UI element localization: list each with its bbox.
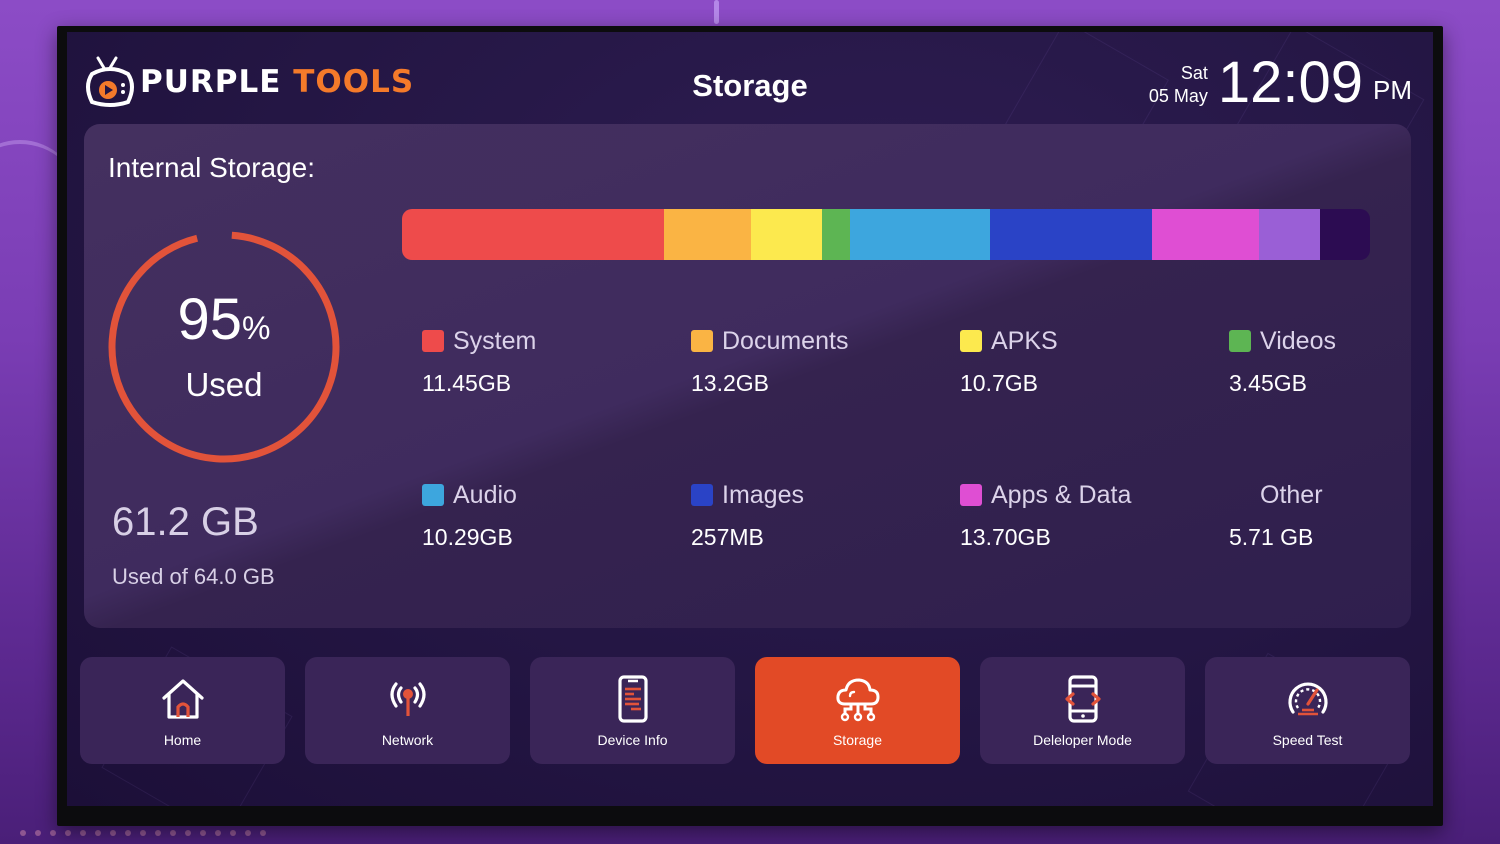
bar-segment-videos [822, 209, 850, 260]
clock-time: 12:09 [1217, 50, 1363, 115]
legend-label: Images [722, 480, 804, 509]
antenna-icon [389, 681, 426, 716]
legend-swatch [1229, 330, 1251, 352]
bar-segment-audio [850, 209, 990, 260]
nav-label: Device Info [597, 731, 668, 748]
bar-segment-apks [751, 209, 822, 260]
usage-ring [108, 231, 340, 463]
nav-label: Deleloper Mode [1033, 731, 1132, 748]
legend-label: System [453, 326, 537, 355]
usage-percent: 95% [177, 287, 271, 352]
phone-code-icon [1064, 674, 1101, 723]
legend-value: 3.45GB [1229, 370, 1307, 396]
background-dots [20, 830, 266, 836]
nav-label: Home [163, 731, 202, 748]
bar-segment-apps-data [1152, 209, 1259, 260]
legend-item-system: System 11.45GB [422, 324, 682, 397]
app-name: PURPLE TOOLS [140, 64, 414, 100]
bar-segment-documents [664, 209, 751, 260]
bottom-nav: Home Network Device Info [80, 657, 1410, 764]
nav-network-button[interactable]: Network [305, 657, 510, 764]
legend-label: Other [1260, 480, 1323, 509]
legend-value: 5.71 GB [1229, 524, 1314, 550]
nav-label: Storage [832, 731, 883, 748]
bar-segment-free [1320, 209, 1370, 260]
phone-info-icon [617, 674, 648, 723]
speedometer-icon [1287, 681, 1328, 715]
legend-value: 10.7GB [960, 370, 1038, 396]
legend-item-apps-data: Apps & Data 13.70GB [960, 478, 1220, 551]
clock-date: Sat 05 May [1149, 62, 1208, 108]
legend-swatch [960, 484, 982, 506]
legend-swatch [691, 330, 713, 352]
legend-item-audio: Audio 10.29GB [422, 478, 682, 551]
legend-item-other: Other 5.71 GB [1229, 478, 1411, 551]
legend-value: 257MB [691, 524, 764, 550]
bar-segment-system [402, 209, 664, 260]
clock: Sat 05 May 12:09 PM [1149, 52, 1412, 114]
page-title: Storage [692, 68, 808, 103]
legend-value: 13.2GB [691, 370, 769, 396]
legend-swatch [691, 484, 713, 506]
background-decoration [714, 0, 719, 24]
nav-speed-test-button[interactable]: Speed Test [1205, 657, 1410, 764]
legend-label: Videos [1260, 326, 1336, 355]
legend-item-images: Images 257MB [691, 478, 951, 551]
legend-label: Audio [453, 480, 517, 509]
clock-ampm: PM [1373, 75, 1412, 105]
logo-word-tools: TOOLS [293, 64, 415, 100]
nav-device-info-button[interactable]: Device Info [530, 657, 735, 764]
nav-home-button[interactable]: Home [80, 657, 285, 764]
nav-label: Speed Test [1272, 731, 1343, 748]
used-of-total: Used of 64.0 GB [112, 564, 275, 589]
legend-swatch [422, 330, 444, 352]
clock-day: Sat [1180, 63, 1208, 83]
legend-item-videos: Videos 3.45GB [1229, 324, 1411, 397]
nav-storage-button[interactable]: Storage [755, 657, 960, 764]
legend-value: 11.45GB [422, 370, 512, 396]
panel-heading: Internal Storage: [108, 152, 316, 183]
nav-developer-mode-button[interactable]: Deleloper Mode [980, 657, 1185, 764]
bar-segment-images [990, 209, 1152, 260]
legend-item-apks: APKS 10.7GB [960, 324, 1220, 397]
legend-item-documents: Documents 13.2GB [691, 324, 951, 397]
legend-swatch [422, 484, 444, 506]
home-icon [161, 678, 204, 719]
legend-value: 10.29GB [422, 524, 513, 550]
storage-breakdown-bar [402, 209, 1370, 260]
legend-swatch [960, 330, 982, 352]
app-logo: PURPLE TOOLS [82, 52, 414, 112]
logo-word-purple: PURPLE [140, 64, 282, 100]
cloud-storage-icon [835, 678, 879, 721]
storage-panel: Internal Storage: 95% Used 61.2 GB Used … [84, 124, 1411, 628]
legend-value: 13.70GB [960, 524, 1051, 550]
legend-label: APKS [991, 326, 1058, 355]
nav-label: Network [381, 731, 434, 748]
tv-logo-icon [86, 56, 134, 107]
used-amount: 61.2 GB [112, 500, 259, 544]
usage-ring-label: 95% Used [104, 227, 344, 467]
clock-day-month: 05 May [1148, 86, 1208, 106]
legend-label: Apps & Data [991, 480, 1132, 509]
bar-segment-other [1259, 209, 1320, 260]
usage-percent-caption: Used [185, 366, 263, 403]
legend-label: Documents [722, 326, 849, 355]
